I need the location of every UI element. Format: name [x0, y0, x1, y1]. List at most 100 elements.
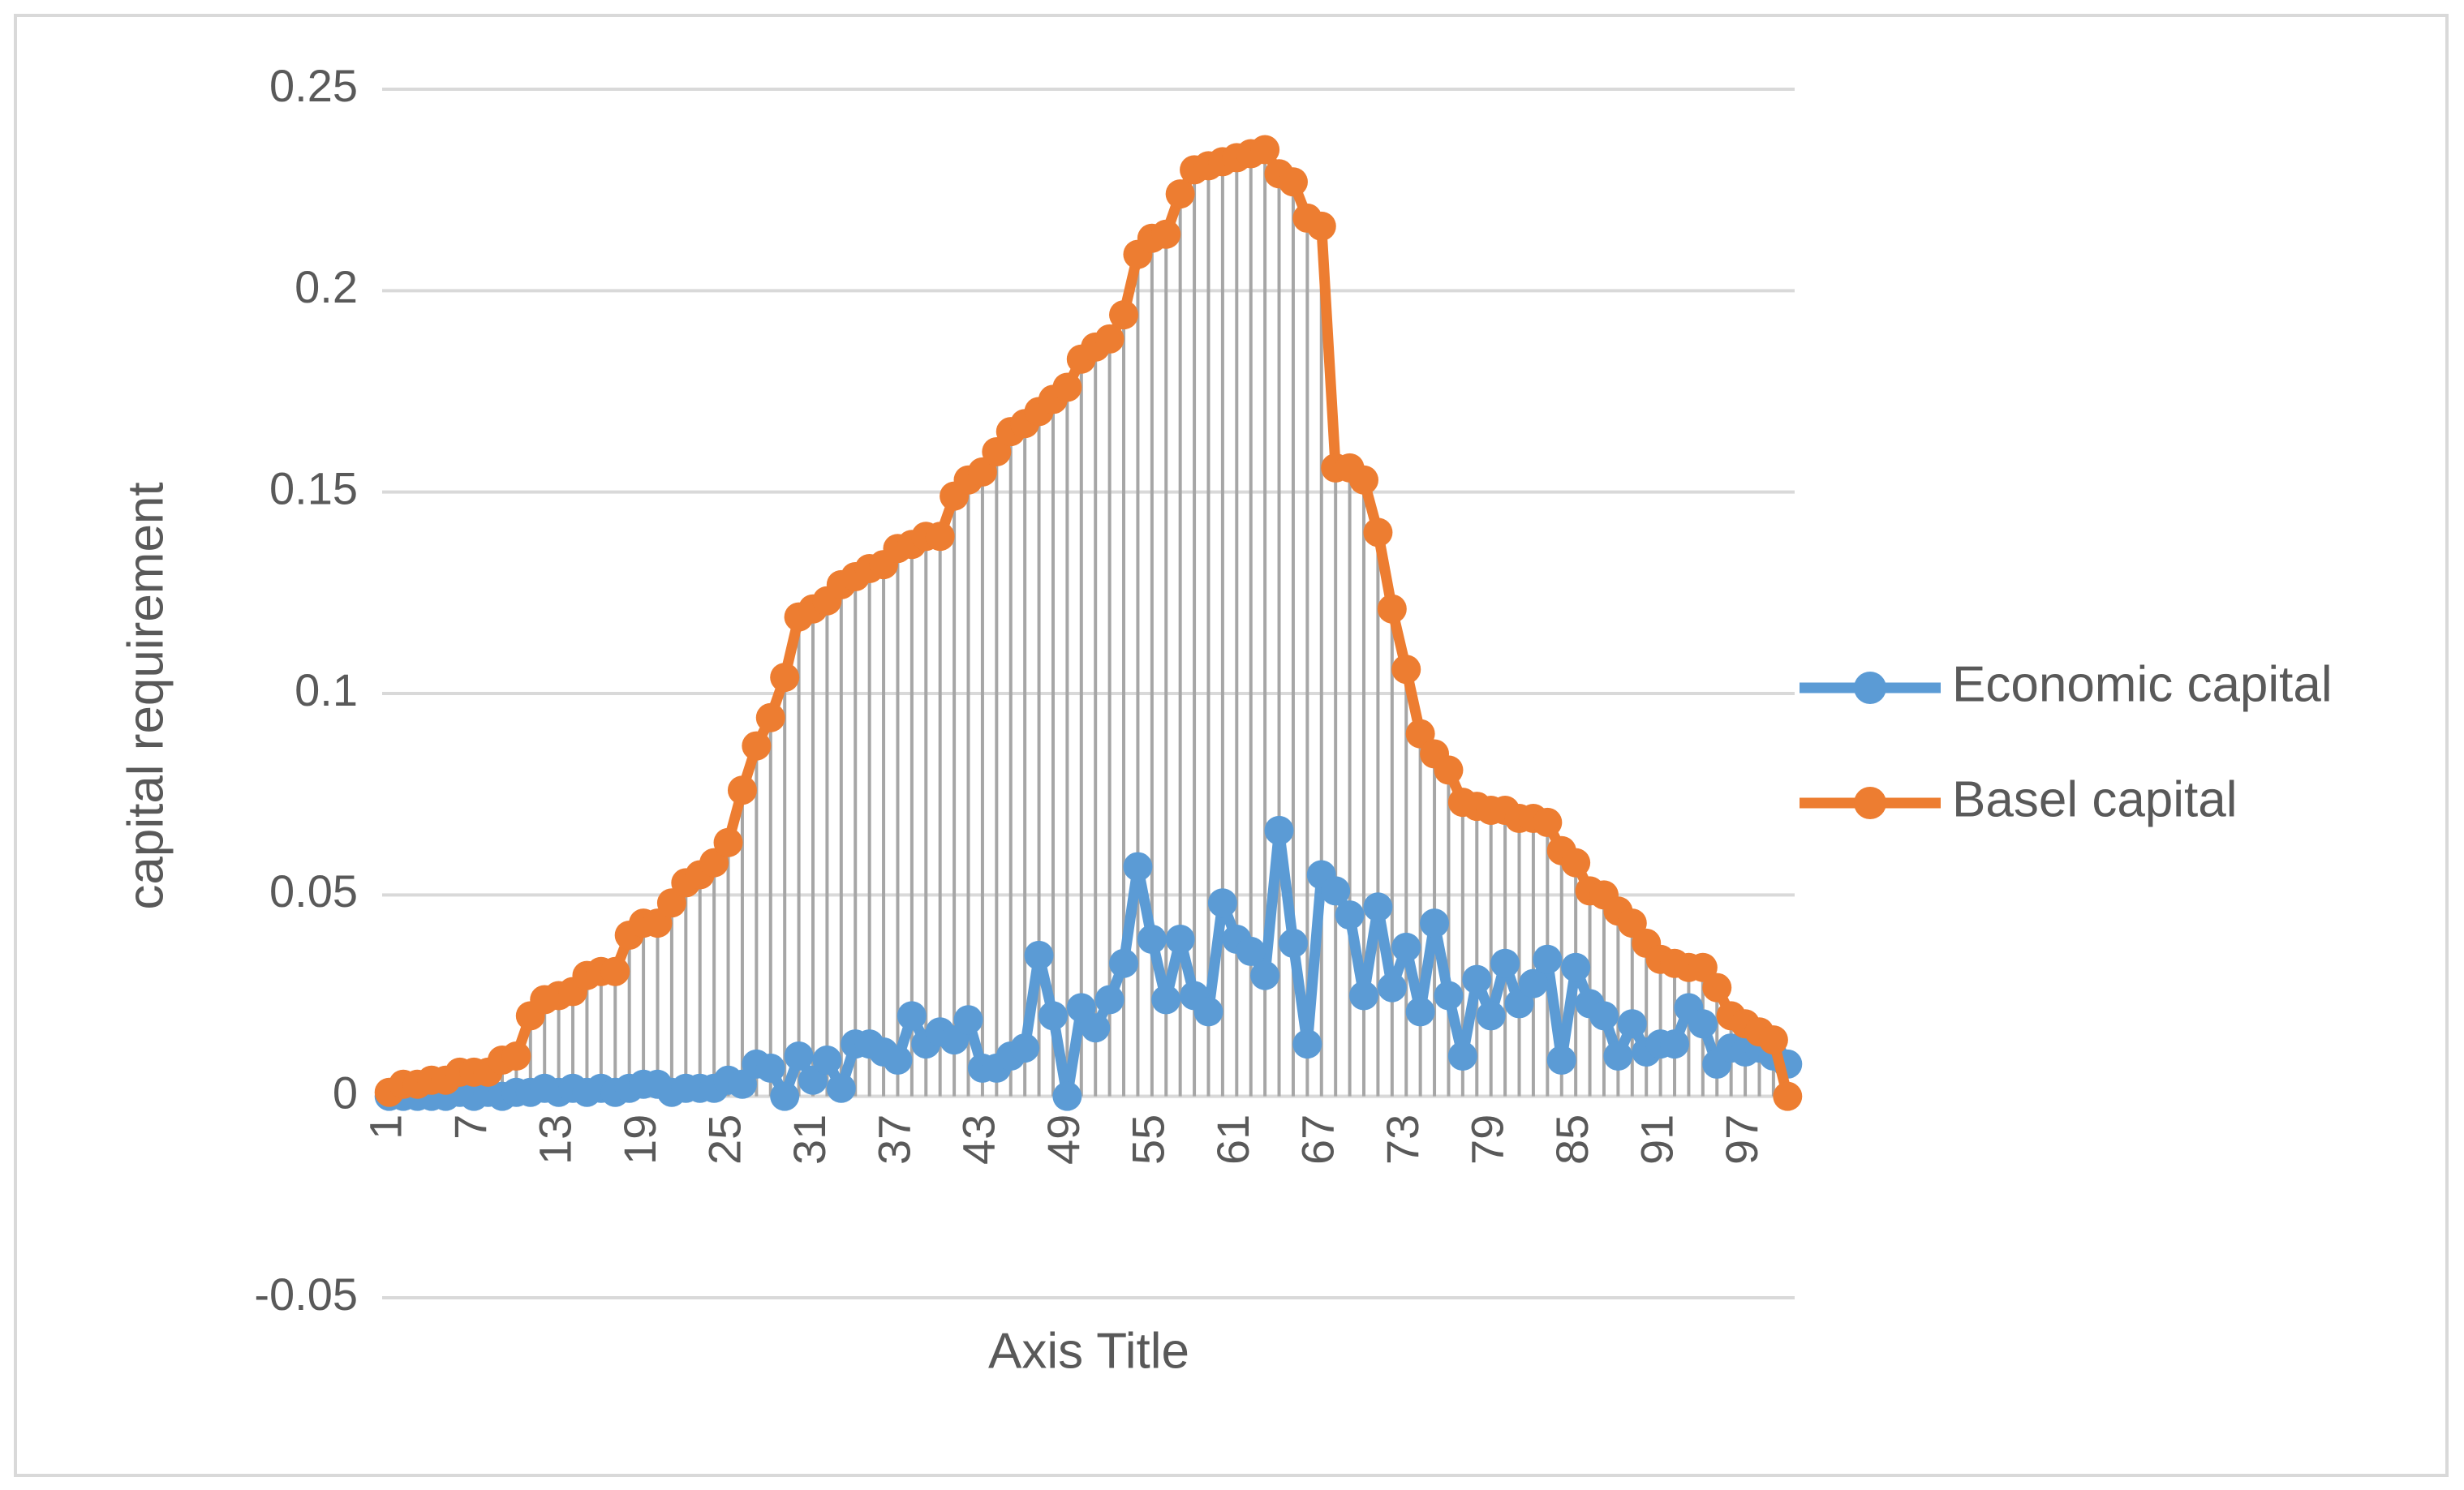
marker — [1561, 952, 1591, 982]
marker — [755, 1053, 785, 1083]
marker — [1151, 985, 1181, 1015]
legend-label: Economic capital — [1952, 656, 2333, 712]
marker — [1462, 964, 1492, 994]
marker — [1038, 1001, 1068, 1031]
x-tick-label: 55 — [1123, 1114, 1174, 1165]
marker — [1010, 1033, 1040, 1063]
marker — [1490, 948, 1520, 978]
marker — [1193, 997, 1223, 1027]
marker — [1617, 1009, 1647, 1039]
marker — [1165, 924, 1195, 954]
marker — [770, 1081, 800, 1111]
marker — [1377, 973, 1407, 1003]
marker — [1533, 944, 1563, 974]
marker — [1207, 888, 1237, 918]
marker — [1688, 1009, 1718, 1039]
chart-border — [14, 14, 2449, 1477]
marker — [1278, 167, 1308, 197]
x-tick-label: 31 — [784, 1114, 835, 1165]
marker — [1476, 1001, 1506, 1031]
y-tick-label: 0.15 — [269, 462, 358, 513]
marker — [1758, 1025, 1788, 1055]
marker — [1151, 219, 1181, 249]
y-tick-label: 0.25 — [269, 60, 358, 111]
legend-label: Basel capital — [1952, 771, 2238, 827]
marker — [1348, 981, 1378, 1011]
marker — [1306, 211, 1336, 241]
marker — [1561, 848, 1591, 878]
marker — [1589, 1001, 1619, 1031]
marker — [1434, 981, 1464, 1011]
marker — [1292, 1029, 1322, 1059]
marker — [742, 731, 772, 761]
x-tick-label: 25 — [699, 1114, 750, 1165]
marker — [826, 1073, 856, 1103]
x-tick-label: 37 — [868, 1114, 919, 1165]
marker — [1024, 940, 1054, 970]
marker — [1052, 1081, 1082, 1111]
marker — [883, 1045, 913, 1075]
y-tick-label: 0.1 — [295, 664, 358, 715]
marker — [727, 775, 757, 805]
marker — [713, 827, 743, 857]
marker — [1165, 179, 1195, 209]
marker — [1391, 655, 1421, 685]
marker — [1081, 1013, 1111, 1043]
legend-marker — [1854, 787, 1886, 819]
x-tick-label: 73 — [1377, 1114, 1428, 1165]
marker — [1250, 960, 1280, 990]
x-tick-label: 1 — [360, 1114, 411, 1140]
marker — [501, 1041, 531, 1071]
marker — [1094, 324, 1124, 354]
marker — [1052, 372, 1082, 402]
marker — [1335, 900, 1365, 930]
x-tick-label: 49 — [1038, 1114, 1089, 1165]
marker — [1447, 1041, 1477, 1071]
marker — [1434, 755, 1464, 785]
marker — [755, 702, 785, 732]
y-tick-label: 0 — [333, 1067, 358, 1118]
marker — [1264, 815, 1294, 845]
marker — [1420, 908, 1450, 938]
marker — [953, 1005, 983, 1035]
marker — [600, 956, 630, 986]
marker — [1094, 985, 1124, 1015]
x-tick-label: 61 — [1207, 1114, 1258, 1165]
marker — [1123, 852, 1153, 882]
marker — [1660, 1029, 1690, 1059]
marker — [1391, 932, 1421, 962]
y-axis-title: capital requirement — [118, 482, 174, 909]
marker — [1236, 936, 1266, 966]
x-tick-label: 91 — [1631, 1114, 1682, 1165]
marker — [1533, 807, 1563, 837]
marker — [1109, 948, 1139, 978]
legend-marker — [1854, 672, 1886, 704]
marker — [1405, 997, 1435, 1027]
marker — [1702, 973, 1732, 1003]
x-tick-label: 79 — [1461, 1114, 1512, 1165]
marker — [1546, 1045, 1576, 1075]
marker — [1278, 928, 1308, 958]
marker — [1603, 1041, 1633, 1071]
marker — [1363, 892, 1393, 922]
marker — [1321, 876, 1351, 906]
marker — [897, 1001, 927, 1031]
marker — [1773, 1081, 1803, 1111]
y-tick-label: 0.2 — [295, 261, 358, 312]
x-tick-label: 19 — [614, 1114, 665, 1165]
marker — [1518, 968, 1548, 998]
marker — [812, 1045, 842, 1075]
x-axis-title: Axis Title — [988, 1323, 1189, 1379]
marker — [1348, 465, 1378, 495]
marker — [770, 663, 800, 693]
marker — [1377, 594, 1407, 624]
x-tick-label: 7 — [445, 1114, 496, 1140]
x-tick-label: 43 — [953, 1114, 1004, 1165]
marker — [1363, 517, 1393, 547]
marker — [1137, 924, 1167, 954]
x-tick-label: 67 — [1292, 1114, 1344, 1165]
marker — [1250, 135, 1280, 165]
x-tick-label: 97 — [1716, 1114, 1767, 1165]
x-tick-label: 13 — [529, 1114, 580, 1165]
